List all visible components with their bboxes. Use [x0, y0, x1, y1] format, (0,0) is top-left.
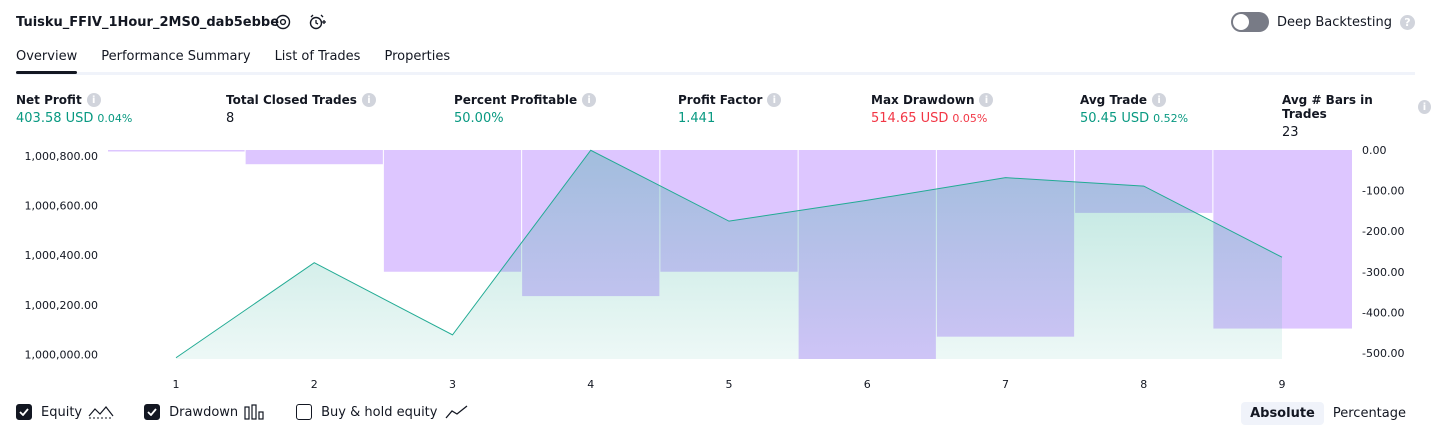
right-axis-tick: -300.00 [1362, 266, 1404, 279]
buy-hold-toggle[interactable]: Buy & hold equity [296, 404, 469, 420]
right-axis-tick: -500.00 [1362, 347, 1404, 360]
right-axis-tick: -200.00 [1362, 225, 1404, 238]
metric-percent: 0.52% [1153, 112, 1189, 125]
drawdown-bars-icon [244, 404, 264, 420]
metric-avg-bars-in-trades: Avg # Bars in Trades i 23 [1282, 93, 1431, 140]
tab-properties[interactable]: Properties [384, 49, 451, 64]
add-alert-icon[interactable] [308, 13, 326, 31]
metric-percent-profitable: Percent Profitable i 50.00% [454, 93, 597, 126]
metric-label: Max Drawdown [871, 93, 975, 107]
buy-hold-line-icon [445, 405, 468, 419]
x-axis-tick: 6 [864, 378, 871, 391]
info-icon[interactable]: i [1152, 93, 1167, 107]
right-axis-tick: 0.00 [1362, 144, 1387, 157]
metric-value: 403.58 USD [16, 111, 94, 126]
metric-percent: 0.04% [97, 112, 133, 125]
drawdown-bar [108, 150, 246, 152]
tab-list-of-trades[interactable]: List of Trades [274, 49, 361, 64]
tabs-divider [16, 72, 1415, 75]
equity-toggle[interactable]: Equity [16, 404, 114, 420]
metric-max-drawdown: Max Drawdown i 514.65 USD 0.05% [871, 93, 994, 126]
metric-value: 8 [226, 111, 235, 126]
help-icon[interactable]: ? [1400, 14, 1415, 30]
left-axis-tick: 1,000,200.00 [25, 299, 98, 312]
metric-label: Total Closed Trades [226, 93, 357, 107]
x-axis-tick: 2 [311, 378, 318, 391]
metric-value: 514.65 USD [871, 111, 949, 126]
tab-performance-summary[interactable]: Performance Summary [101, 49, 251, 64]
metric-total-closed-trades: Total Closed Trades i 8 [226, 93, 376, 126]
tab-overview[interactable]: Overview [16, 48, 78, 74]
metric-value: 50.00% [454, 111, 504, 126]
x-axis-tick: 7 [1002, 378, 1009, 391]
buy-hold-checkbox[interactable] [296, 404, 313, 420]
right-axis-tick: -100.00 [1362, 185, 1404, 198]
drawdown-checkbox[interactable] [144, 404, 161, 420]
info-icon[interactable]: i [361, 93, 376, 107]
metric-percent: 0.05% [952, 112, 988, 125]
x-axis-tick: 9 [1279, 378, 1286, 391]
strategy-title: Tuisku_FFIV_1Hour_2MS0_dab5ebbe [16, 15, 280, 30]
deep-backtesting-toggle[interactable] [1230, 12, 1269, 32]
metric-value: 50.45 USD [1080, 111, 1150, 126]
metric-label: Profit Factor [678, 93, 763, 107]
x-axis-tick: 1 [173, 378, 180, 391]
chart-legend: Equity Drawdown Buy & hold equity [16, 404, 499, 420]
metric-profit-factor: Profit Factor i 1.441 [678, 93, 782, 126]
drawdown-label: Drawdown [169, 404, 239, 420]
absolute-button[interactable]: Absolute [1241, 402, 1324, 425]
metric-label: Percent Profitable [454, 93, 578, 107]
info-icon[interactable]: i [979, 93, 994, 107]
metric-value: 1.441 [678, 111, 716, 126]
left-axis-tick: 1,000,400.00 [25, 249, 98, 262]
equity-checkbox[interactable] [16, 404, 32, 420]
left-axis-tick: 1,000,000.00 [25, 348, 98, 361]
left-axis-tick: 1,000,800.00 [25, 150, 98, 163]
info-icon[interactable]: i [1417, 100, 1431, 114]
metric-avg-trade: Avg Trade i 50.45 USD 0.52% [1080, 93, 1188, 126]
metric-label: Avg Trade [1080, 93, 1148, 107]
info-icon[interactable]: i [582, 93, 597, 107]
left-axis-tick: 1,000,600.00 [25, 200, 98, 213]
drawdown-bar [383, 150, 522, 272]
equity-drawdown-chart: 1,000,800.00 1,000,600.00 1,000,400.00 1,00… [25, 144, 1405, 391]
equity-line-icon [88, 406, 114, 419]
x-axis-tick: 8 [1140, 378, 1147, 391]
view-mode-switch: Absolute Percentage [1241, 402, 1415, 425]
info-icon[interactable]: i [767, 93, 782, 107]
deep-backtesting-label: Deep Backtesting [1276, 14, 1392, 30]
info-icon[interactable]: i [86, 93, 101, 107]
equity-line [175, 149, 1283, 359]
right-axis-tick: -400.00 [1362, 306, 1404, 319]
percentage-button[interactable]: Percentage [1332, 406, 1406, 421]
drawdown-bar [245, 150, 384, 165]
metric-label: Net Profit [16, 93, 82, 107]
settings-icon[interactable] [274, 13, 292, 31]
equity-area [176, 150, 1282, 359]
metric-net-profit: Net Profit i 403.58 USD 0.04% [16, 93, 132, 126]
drawdown-toggle[interactable]: Drawdown [144, 404, 266, 420]
tab-bar: Overview Performance Summary List of Tra… [16, 48, 450, 74]
buy-hold-label: Buy & hold equity [321, 404, 438, 420]
metric-label: Avg # Bars in Trades [1282, 93, 1373, 121]
equity-label: Equity [41, 404, 83, 420]
x-axis-tick: 4 [587, 378, 594, 391]
x-axis-tick: 3 [449, 378, 456, 391]
metric-value: 23 [1282, 125, 1299, 140]
deep-backtesting-control: Deep Backtesting ? [1230, 12, 1415, 32]
x-axis-tick: 5 [726, 378, 733, 391]
